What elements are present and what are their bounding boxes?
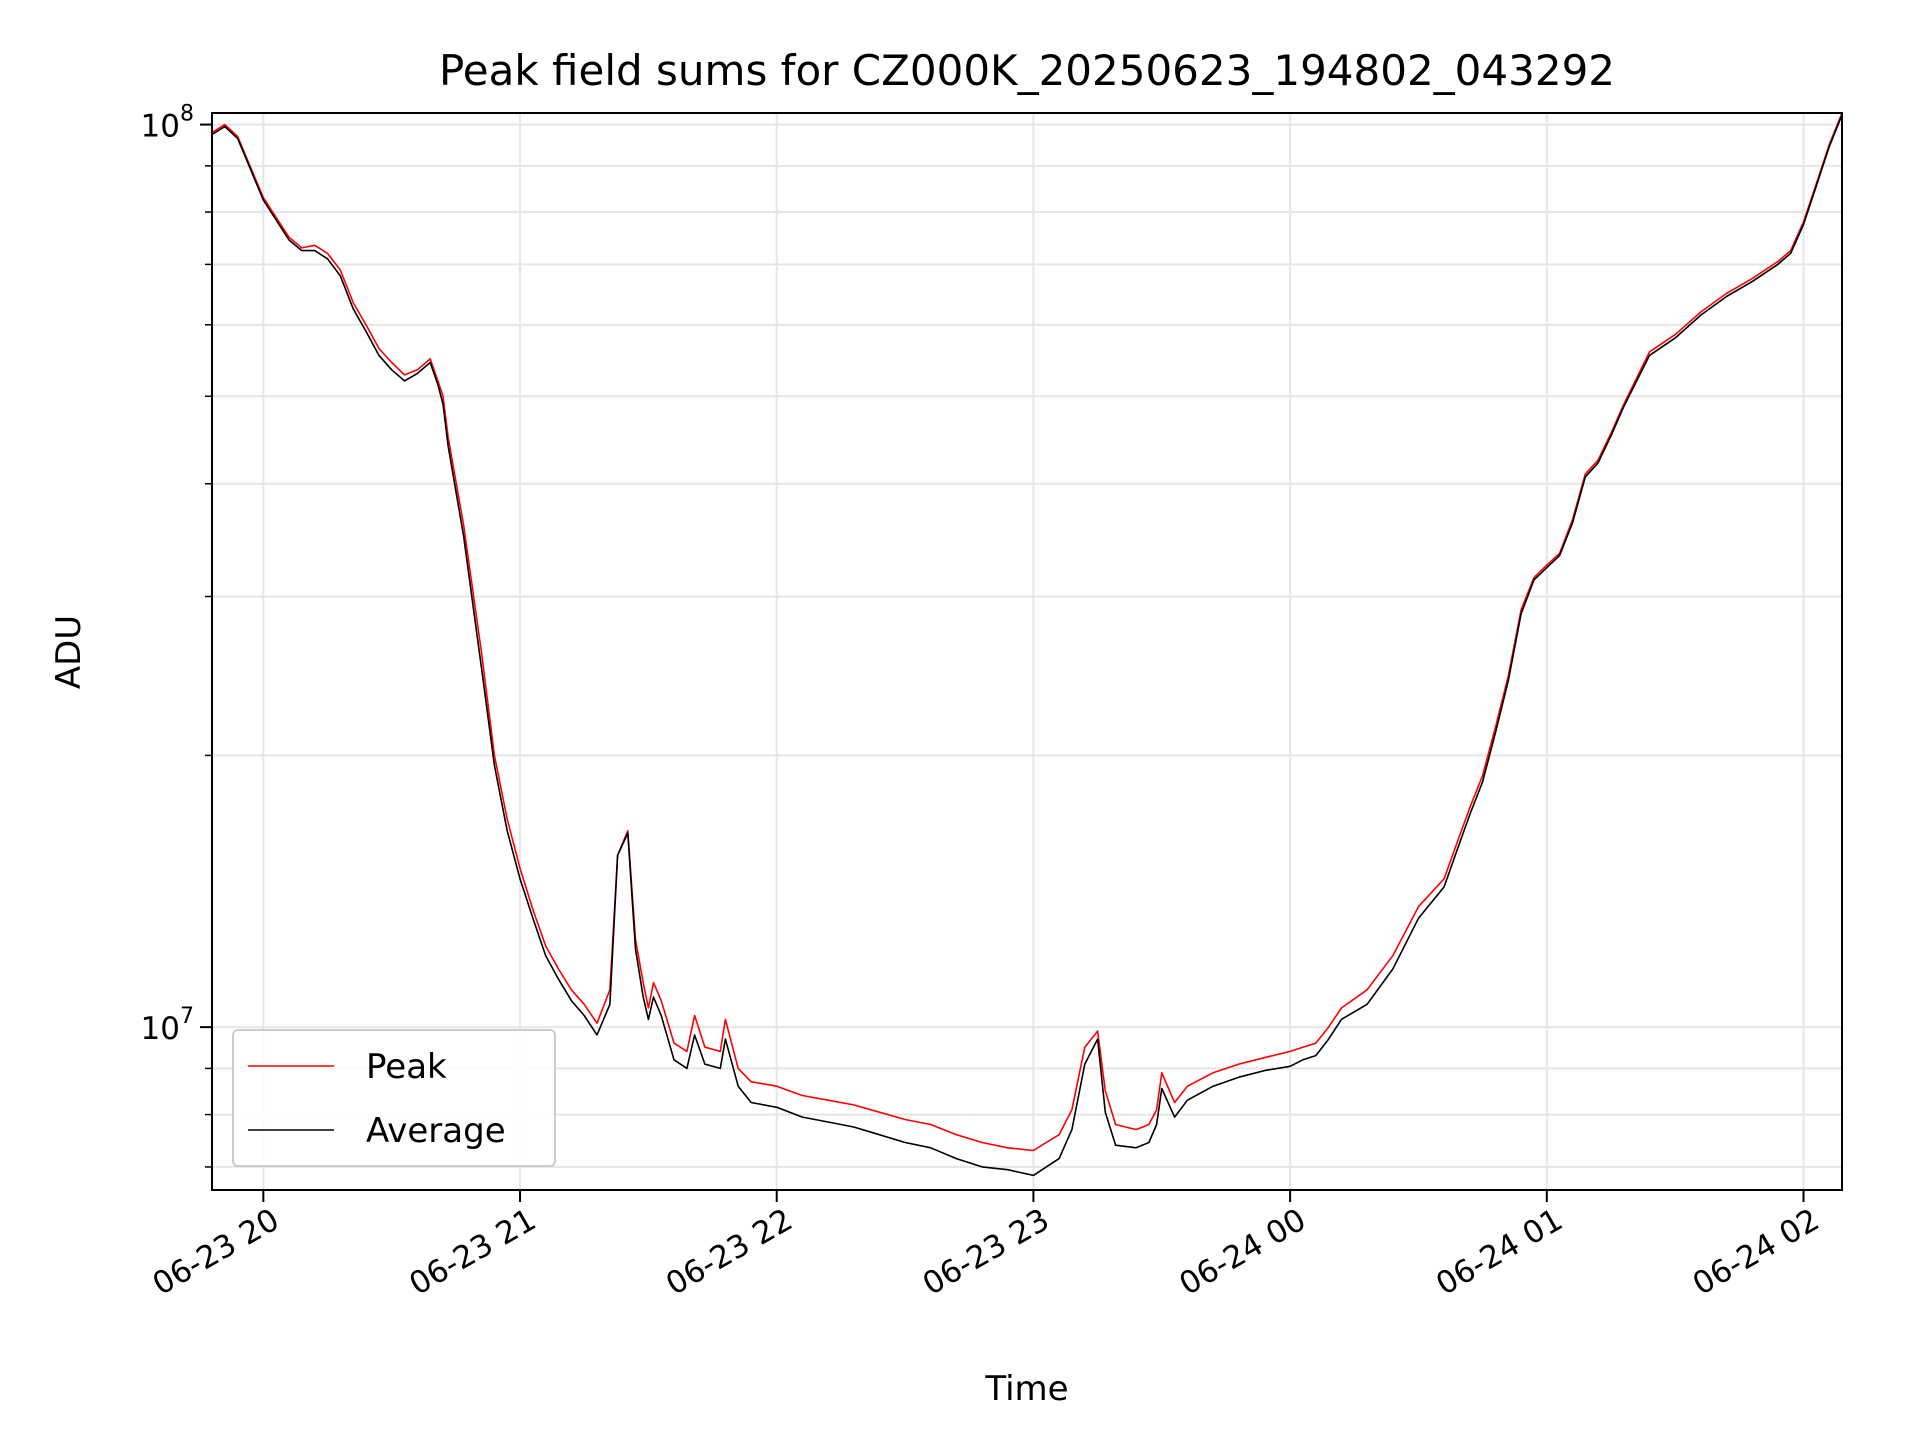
plot-area-frame	[211, 112, 1843, 1191]
series-peak-line	[211, 112, 1843, 1152]
y-axis-label: ADU	[49, 615, 89, 689]
y-tick-label: 107	[141, 1004, 194, 1047]
series-average-line	[211, 114, 1843, 1177]
legend-peak-label: Peak	[366, 1047, 447, 1087]
legend-box	[232, 1029, 556, 1167]
chart-title: Peak field sums for CZ000K_20250623_1948…	[439, 46, 1615, 95]
legend-average-label: Average	[366, 1111, 506, 1151]
y-tick-label: 108	[141, 102, 194, 145]
series-lines	[211, 112, 1843, 1177]
grid-lines	[212, 113, 1842, 1190]
legend: Peak Average	[232, 1029, 556, 1167]
x-axis-label: Time	[984, 1369, 1068, 1409]
